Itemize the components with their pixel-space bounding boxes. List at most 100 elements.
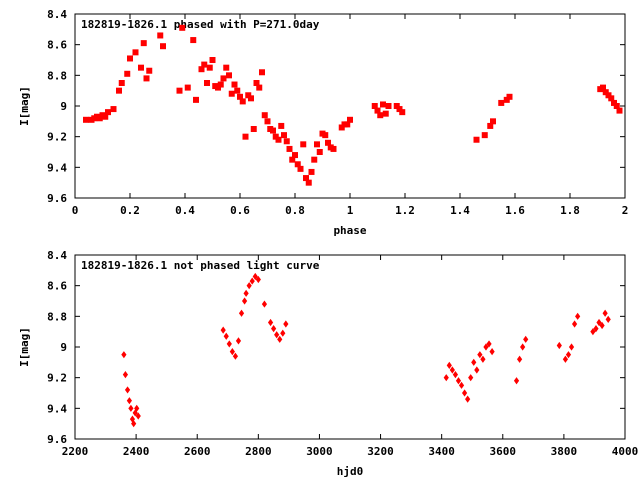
- data-point: [267, 318, 274, 327]
- data-point: [220, 326, 226, 334]
- data-point: [246, 282, 252, 290]
- data-point: [102, 113, 109, 120]
- data-point: [229, 348, 235, 356]
- x-tick-label: 1.6: [505, 204, 525, 217]
- data-point: [380, 101, 386, 108]
- x-tick-label: 3800: [551, 445, 578, 458]
- data-point: [303, 175, 309, 182]
- data-point: [481, 132, 488, 139]
- data-point: [217, 81, 224, 88]
- x-axis-label: phase: [333, 224, 366, 237]
- y-tick-label: 9.4: [47, 402, 67, 415]
- data-point: [330, 145, 337, 152]
- data-point: [513, 377, 520, 385]
- data-point: [176, 87, 183, 94]
- data-point: [600, 84, 606, 91]
- data-point: [322, 132, 329, 139]
- data-point: [179, 24, 186, 31]
- data-point: [396, 106, 403, 113]
- data-point: [105, 109, 111, 116]
- x-tick-label: 1.8: [560, 204, 580, 217]
- y-tick-label: 8.4: [47, 249, 67, 262]
- unphased-light-curve-panel: 2200 2400 2600 2800 3000 3200 3400 3600 3800 4000…: [18, 249, 638, 478]
- y-tick-label: 9: [60, 341, 67, 354]
- x-tick-label: 1: [347, 204, 354, 217]
- data-point: [280, 329, 286, 337]
- data-point: [503, 96, 510, 103]
- data-point: [473, 136, 480, 143]
- data-point: [272, 133, 279, 140]
- data-point: [316, 149, 323, 155]
- data-point: [487, 122, 494, 129]
- phased-light-curve-panel: 0 0.2 0.4 0.6 0.8 1 1.2 1.4 1.6 1.8 2 8.4 8.6 8.8 9 9.2…: [18, 8, 628, 237]
- data-point: [193, 96, 199, 103]
- data-point: [599, 321, 605, 330]
- data-point: [215, 84, 221, 91]
- data-point: [458, 381, 465, 389]
- data-point: [568, 343, 575, 351]
- data-point: [232, 352, 239, 360]
- data-point: [143, 75, 150, 82]
- data-point: [520, 343, 526, 351]
- data-point: [96, 115, 103, 122]
- data-point: [489, 348, 495, 356]
- data-point: [124, 386, 131, 394]
- data-point: [245, 92, 252, 99]
- data-point: [275, 136, 282, 143]
- x-tick-label: 0.2: [120, 204, 140, 217]
- data-point: [608, 95, 615, 102]
- data-point: [249, 277, 255, 285]
- data-point: [490, 118, 496, 125]
- data-point: [613, 103, 620, 109]
- data-point: [160, 43, 166, 50]
- data-point: [575, 312, 581, 320]
- data-point: [498, 99, 505, 106]
- data-point: [118, 80, 125, 86]
- data-point: [220, 75, 227, 82]
- data-point: [371, 103, 378, 109]
- data-point: [483, 343, 489, 351]
- x-tick-label: 3000: [306, 445, 333, 458]
- data-point: [250, 126, 257, 132]
- data-point: [605, 92, 612, 99]
- data-point: [480, 355, 486, 363]
- data-point: [596, 318, 602, 327]
- data-point: [138, 64, 144, 71]
- data-point: [506, 93, 513, 100]
- data-point: [297, 165, 304, 172]
- x-tick-label: 2800: [245, 445, 272, 458]
- data-point: [248, 95, 254, 102]
- data-point: [314, 141, 320, 148]
- data-point: [286, 145, 293, 152]
- data-point: [226, 340, 232, 348]
- x-tick-label: 0.4: [175, 204, 195, 217]
- data-point: [294, 161, 301, 168]
- data-point: [602, 309, 608, 317]
- data-point: [382, 110, 389, 117]
- data-point: [455, 377, 462, 385]
- data-point: [126, 397, 132, 405]
- data-point: [468, 374, 474, 382]
- data-point: [283, 320, 289, 328]
- data-point: [471, 358, 477, 366]
- data-point: [243, 289, 249, 297]
- x-tick-label: 0.6: [230, 204, 250, 217]
- data-point: [474, 366, 480, 374]
- data-point: [611, 99, 617, 106]
- data-point: [238, 309, 245, 317]
- data-point: [347, 116, 353, 123]
- data-point: [264, 118, 271, 125]
- data-point: [399, 109, 406, 116]
- data-point: [204, 80, 210, 86]
- data-point: [255, 275, 261, 284]
- data-point: [311, 156, 318, 163]
- x-tick-label: 3400: [428, 445, 455, 458]
- data-point: [452, 371, 459, 379]
- data-point: [283, 138, 290, 145]
- y-tick-label: 8.6: [47, 280, 67, 293]
- data-point: [190, 37, 197, 44]
- data-point: [271, 325, 277, 333]
- data-point: [523, 335, 529, 343]
- data-point: [184, 84, 191, 91]
